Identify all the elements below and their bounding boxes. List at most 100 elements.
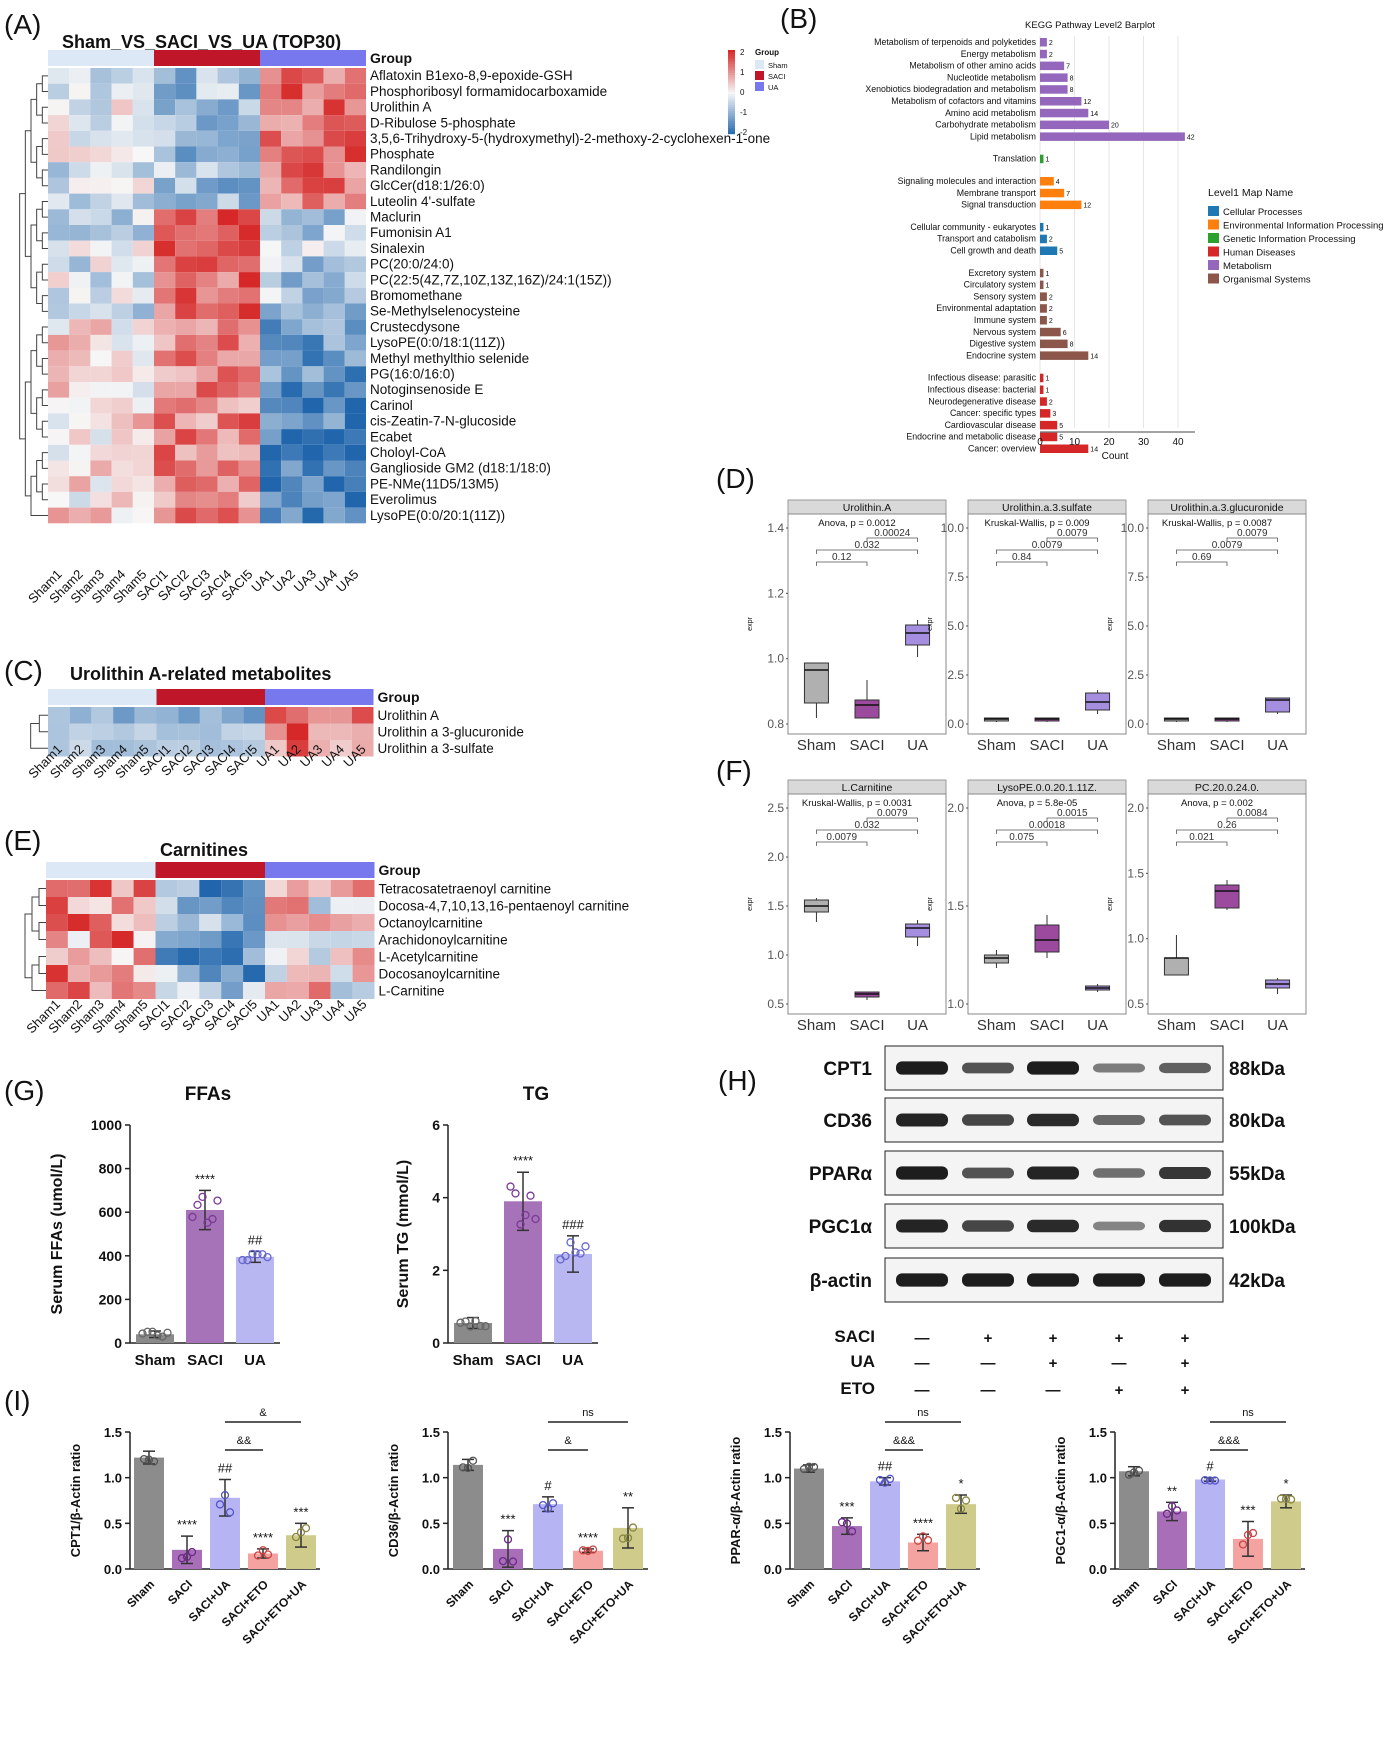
category-label: SACI <box>165 1577 195 1607</box>
y-tick: 2.5 <box>767 801 784 815</box>
data-point <box>526 1191 535 1200</box>
y-tick: 0.0 <box>1127 717 1144 731</box>
heatmap-cell <box>91 723 114 740</box>
kegg-count-label: 5 <box>1059 423 1063 430</box>
y-tick: 1.2 <box>767 586 784 600</box>
heatmap-cell <box>260 507 282 524</box>
y-tick: 0.0 <box>1089 1562 1107 1577</box>
heatmap-cell <box>199 965 222 982</box>
y-axis-label: expr <box>747 617 754 631</box>
heatmap-a-group-label: Group <box>370 50 412 66</box>
data-point <box>301 1523 311 1533</box>
heatmap-cell <box>132 382 154 398</box>
heatmap-cell <box>302 460 324 477</box>
pvalue-bracket <box>1176 841 1228 846</box>
category-label: SACI <box>505 1352 541 1369</box>
heatmap-cell <box>89 897 112 914</box>
data-point <box>1281 1494 1291 1504</box>
heatmap-cell <box>302 366 324 382</box>
heatmap-cell <box>344 429 366 445</box>
heatmap-cell <box>260 366 282 382</box>
heatmap-cell <box>302 334 324 351</box>
y-axis-label: PPAR-α/β-Actin ratio <box>728 1437 743 1565</box>
heatmap-cell <box>323 68 345 84</box>
kegg-count-label: 14 <box>1090 353 1098 360</box>
treatment-mark: — <box>1046 1382 1061 1399</box>
heatmap-cell <box>238 256 260 273</box>
boxplot-urolithin-a: Urolithin.A Anova, p = 0.0012 0.8 1.0 1.2 1.4… <box>747 499 947 754</box>
panel-label-h: (H) <box>718 1065 757 1096</box>
blot-band <box>962 1114 1014 1126</box>
heatmap-cell <box>133 914 156 931</box>
heatmap-e-group-label: Group <box>379 862 421 878</box>
heatmap-cell <box>175 303 197 320</box>
heatmap-cell <box>69 68 91 84</box>
category-label: Sham <box>1109 1577 1142 1610</box>
heatmap-cell <box>132 209 154 225</box>
metabolite-label: 3,5,6-Trihydroxy-5-(hydroxymethyl)-2-met… <box>370 131 770 146</box>
y-tick: 1.0 <box>767 948 784 962</box>
heatmap-cell <box>344 382 366 398</box>
metabolite-label: Maclurin <box>370 210 421 225</box>
heatmap-cell <box>238 303 260 320</box>
data-point <box>623 1533 633 1543</box>
heatmap-cell <box>344 287 366 304</box>
colorbar-segment <box>728 119 735 122</box>
kegg-bar <box>1040 222 1044 232</box>
pvalue-bracket <box>816 841 868 846</box>
data-point <box>238 1255 247 1265</box>
molecular-weight-label: 100kDa <box>1229 1217 1296 1238</box>
heatmap-cell <box>302 476 324 492</box>
kegg-title: KEGG Pathway Level2 Barplot <box>1025 20 1155 31</box>
heatmap-cell <box>344 491 366 508</box>
heatmap-cell <box>175 350 197 367</box>
category-label: Sham <box>443 1577 476 1610</box>
metabolite-label: L-Carnitine <box>379 983 445 998</box>
data-point <box>1210 1476 1220 1485</box>
data-point <box>149 1457 159 1466</box>
y-tick: 1000 <box>91 1117 122 1133</box>
heatmap-cell <box>48 444 70 461</box>
pvalue-bracket <box>1226 817 1278 822</box>
kegg-bar <box>1040 397 1047 406</box>
data-point <box>1124 1470 1134 1479</box>
kegg-count-label: 1 <box>1045 157 1049 164</box>
heatmap-cell <box>286 723 309 740</box>
y-tick: 0.5 <box>767 997 784 1011</box>
heatmap-cell <box>199 931 222 948</box>
heatmap-cell <box>67 982 90 999</box>
dendrogram-branch <box>36 146 43 179</box>
category-label: Sham <box>124 1577 157 1610</box>
kegg-count-label: 14 <box>1090 447 1098 454</box>
metabolite-label: Octanoylcarnitine <box>379 915 483 930</box>
heatmap-cell <box>132 240 154 257</box>
data-point <box>885 1474 895 1483</box>
data-point <box>548 1499 558 1508</box>
heatmap-cell <box>238 193 260 210</box>
category-label: SACI <box>825 1577 855 1607</box>
heatmap-cell <box>69 429 91 445</box>
heatmap-cell <box>352 931 375 948</box>
data-point <box>225 1508 235 1517</box>
colorbar-segment <box>728 87 735 91</box>
colorbar-segment <box>728 92 735 95</box>
heatmap-cell <box>344 240 366 257</box>
heatmap-cell <box>111 948 134 965</box>
dendrogram-branch <box>41 357 48 375</box>
heatmap-cell <box>323 382 345 398</box>
heatmap-cell <box>196 240 218 257</box>
metabolite-label: Bromomethane <box>370 288 462 303</box>
heatmap-cell <box>217 287 239 304</box>
dendrogram-branch <box>41 200 48 218</box>
heatmap-cell <box>281 319 303 335</box>
heatmap-cell <box>281 130 303 147</box>
heatmap-cell <box>175 382 197 398</box>
heatmap-cell <box>48 723 70 740</box>
comparison-label: && <box>237 1435 252 1447</box>
heatmap-cell <box>281 209 303 225</box>
data-point <box>521 1210 530 1220</box>
metabolite-label: L-Acetylcarnitine <box>379 949 479 964</box>
pvalue-bracket <box>866 537 918 542</box>
heatmap-cell <box>260 68 282 84</box>
kegg-count-label: 6 <box>1063 330 1067 337</box>
